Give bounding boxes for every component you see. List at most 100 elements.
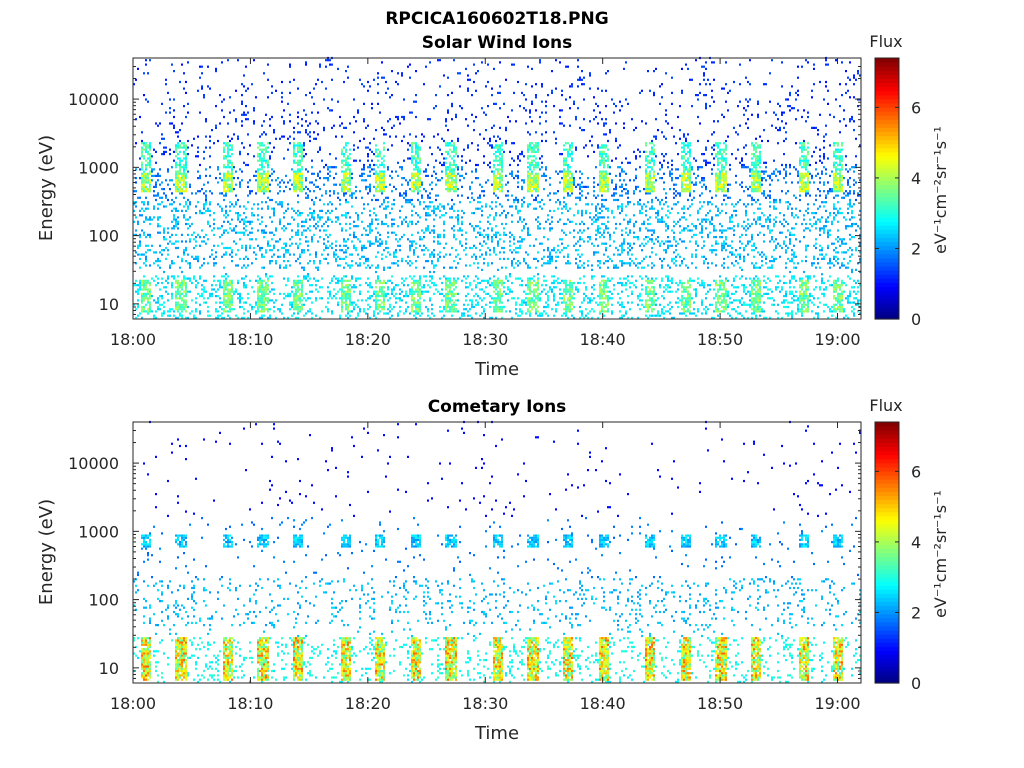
heatmap-cell: [297, 181, 299, 184]
heatmap-cell: [499, 290, 501, 293]
heatmap-cell: [219, 177, 221, 180]
heatmap-cell: [419, 281, 421, 285]
heatmap-cell: [439, 255, 441, 258]
heatmap-cell: [251, 220, 253, 223]
heatmap-cell: [175, 301, 177, 304]
heatmap-cell: [353, 308, 355, 311]
heatmap-cell: [219, 122, 221, 125]
heatmap-cell: [233, 292, 235, 295]
heatmap-cell: [505, 183, 507, 186]
heatmap-cell: [227, 214, 229, 217]
heatmap-cell: [227, 290, 229, 293]
heatmap-cell: [565, 305, 567, 309]
heatmap-cell: [531, 146, 533, 149]
heatmap-cell: [417, 155, 419, 158]
heatmap-cell: [181, 179, 183, 182]
heatmap-cell: [527, 286, 529, 289]
heatmap-cell: [427, 163, 429, 167]
heatmap-cell: [447, 301, 449, 304]
heatmap-cell: [357, 146, 359, 149]
heatmap-cell: [559, 61, 561, 64]
heatmap-cell: [185, 155, 187, 158]
heatmap-cell: [355, 262, 357, 265]
heatmap-cell: [149, 59, 151, 62]
heatmap-cell: [147, 179, 149, 182]
heatmap-cell: [475, 292, 477, 295]
heatmap-cell: [395, 238, 397, 241]
heatmap-cell: [231, 161, 233, 164]
heatmap-cell: [401, 183, 403, 186]
heatmap-cell: [305, 113, 307, 116]
heatmap-cell: [449, 168, 451, 171]
heatmap-cell: [305, 240, 307, 243]
heatmap-cell: [243, 284, 245, 287]
heatmap-cell: [261, 188, 263, 191]
heatmap-cell: [261, 246, 263, 250]
heatmap-cell: [573, 297, 575, 300]
heatmap-cell: [149, 264, 151, 267]
heatmap-cell: [409, 288, 411, 291]
heatmap-cell: [181, 270, 183, 274]
heatmap-cell: [415, 312, 417, 315]
heatmap-cell: [171, 275, 173, 278]
heatmap-cell: [567, 150, 569, 153]
heatmap-cell: [301, 233, 303, 236]
heatmap-cell: [493, 297, 495, 300]
heatmap-cell: [417, 231, 419, 234]
heatmap-cell: [263, 286, 265, 289]
heatmap-cell: [183, 163, 185, 167]
heatmap-cell: [231, 295, 233, 298]
heatmap-cell: [405, 192, 407, 195]
heatmap-cell: [565, 281, 567, 285]
heatmap-cell: [353, 236, 355, 239]
heatmap-cell: [349, 310, 351, 313]
heatmap-cell: [303, 266, 305, 269]
heatmap-cell: [379, 177, 381, 180]
heatmap-cell: [411, 172, 413, 175]
heatmap-cell: [341, 153, 343, 156]
heatmap-cell: [177, 227, 179, 230]
heatmap-cell: [435, 288, 437, 291]
heatmap-cell: [295, 179, 297, 182]
heatmap-cell: [175, 170, 177, 173]
heatmap-cell: [437, 242, 439, 245]
heatmap-cell: [527, 172, 529, 175]
heatmap-cell: [453, 146, 455, 149]
heatmap-cell: [343, 146, 345, 149]
heatmap-cell: [529, 288, 531, 291]
heatmap-cell: [345, 301, 347, 304]
heatmap-cell: [389, 297, 391, 300]
heatmap-cell: [527, 203, 529, 206]
heatmap-cell: [243, 161, 245, 164]
heatmap-cell: [377, 159, 379, 162]
heatmap-cell: [451, 179, 453, 182]
heatmap-cell: [151, 155, 153, 158]
heatmap-cell: [495, 231, 497, 234]
heatmap-cell: [515, 205, 517, 208]
heatmap-cell: [565, 161, 567, 164]
heatmap-cell: [243, 316, 245, 319]
heatmap-cell: [341, 229, 343, 232]
heatmap-cell: [443, 220, 445, 223]
heatmap-cell: [289, 80, 291, 84]
heatmap-cell: [187, 102, 189, 105]
heatmap-cell: [431, 253, 433, 256]
heatmap-cell: [497, 146, 499, 149]
heatmap-cell: [435, 177, 437, 180]
heatmap-cell: [467, 78, 469, 81]
heatmap-cell: [225, 179, 227, 182]
heatmap-cell: [383, 249, 385, 252]
heatmap-cell: [477, 231, 479, 234]
heatmap-cell: [209, 314, 211, 317]
heatmap-cell: [341, 181, 343, 184]
heatmap-cell: [289, 135, 291, 138]
heatmap-cell: [429, 253, 431, 256]
heatmap-cell: [535, 183, 537, 186]
heatmap-cell: [133, 220, 135, 223]
heatmap-cell: [467, 310, 469, 313]
heatmap-cell: [219, 205, 221, 208]
heatmap-cell: [445, 279, 447, 282]
heatmap-cell: [239, 181, 241, 184]
heatmap-cell: [513, 266, 515, 269]
heatmap-cell: [461, 166, 463, 169]
